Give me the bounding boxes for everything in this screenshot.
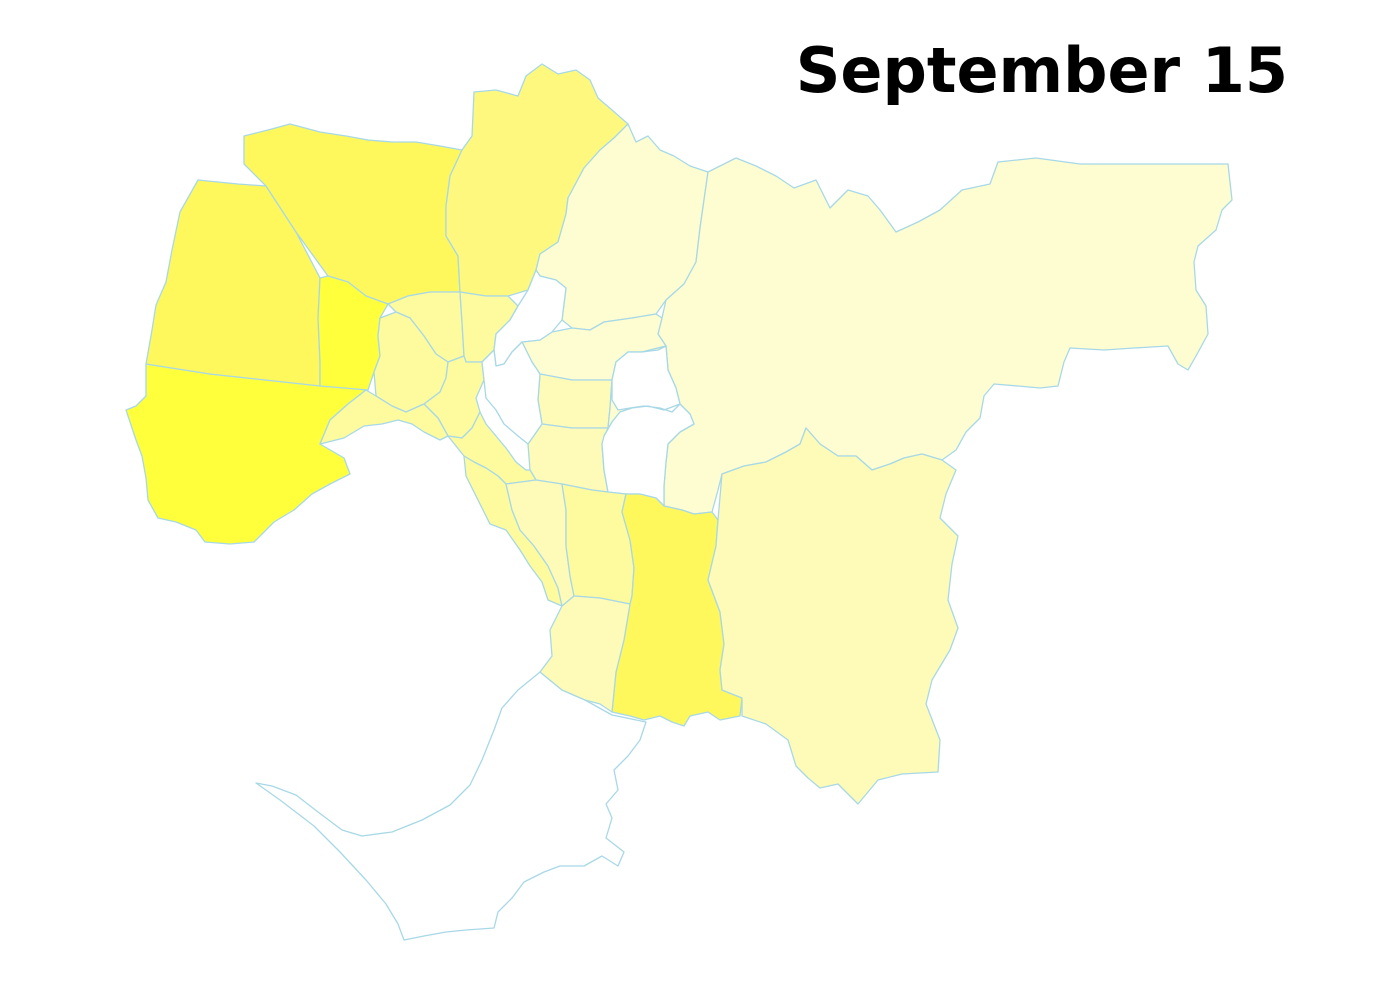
region-peninsula-north xyxy=(539,595,631,713)
region-peninsula xyxy=(255,671,647,941)
map-title: September 15 xyxy=(795,34,1288,107)
region-bay-west-strip xyxy=(319,389,449,445)
region-gap-east xyxy=(601,345,695,507)
region-west-lower xyxy=(125,363,367,545)
region-south-east-column xyxy=(561,483,635,605)
region-gap-middle xyxy=(481,341,543,445)
region-mid-east-a xyxy=(537,373,613,429)
region-east-large xyxy=(657,157,1233,515)
region-south-east-large xyxy=(707,427,959,805)
region-gap-north xyxy=(493,269,567,367)
